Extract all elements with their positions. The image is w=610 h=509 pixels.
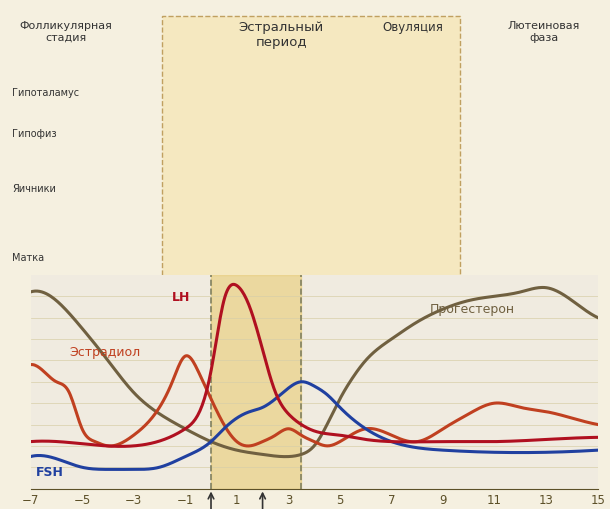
Text: Яичники: Яичники	[12, 184, 56, 194]
Text: Гипоталамус: Гипоталамус	[12, 88, 79, 98]
Text: Матка: Матка	[12, 252, 44, 263]
Text: Эстральный
период: Эстральный период	[239, 21, 324, 49]
Text: FSH: FSH	[35, 466, 63, 479]
Text: Эстрадиол: Эстрадиол	[69, 346, 140, 359]
Bar	[211, 275, 301, 489]
Text: Прогестерон: Прогестерон	[430, 303, 515, 316]
FancyBboxPatch shape	[162, 16, 461, 285]
Text: Фолликулярная
стадия: Фолликулярная стадия	[20, 21, 112, 43]
Text: LH: LH	[173, 291, 191, 303]
Text: Лютеиновая
фаза: Лютеиновая фаза	[508, 21, 580, 43]
Text: Овуляция: Овуляция	[382, 21, 443, 34]
Text: Гипофиз: Гипофиз	[12, 129, 57, 139]
